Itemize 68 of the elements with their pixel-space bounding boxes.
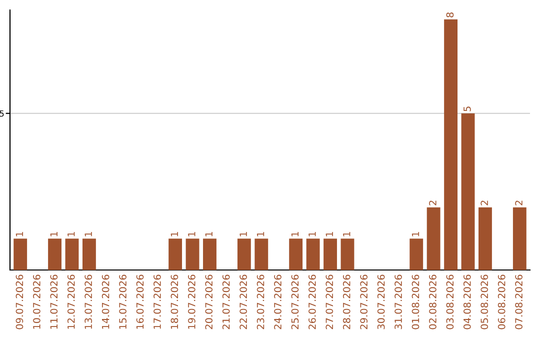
x-tick-label: 12.07.2026	[67, 274, 75, 329]
bar	[461, 113, 475, 270]
data-label: 1	[170, 232, 178, 236]
bar	[48, 238, 62, 270]
bar	[65, 238, 79, 270]
x-tick-label: 28.07.2026	[342, 274, 350, 330]
bar	[14, 238, 28, 270]
x-tick-label: 19.07.2026	[188, 274, 196, 329]
data-label: 1	[188, 232, 196, 236]
x-tick-label: 03.08.2026	[446, 274, 454, 330]
x-tick-label: 02.08.2026	[429, 274, 436, 330]
data-label: 1	[256, 232, 264, 236]
x-tick-label: 18.07.2026	[170, 274, 178, 329]
data-label: 1	[16, 232, 24, 236]
data-label: 2	[429, 200, 436, 206]
bar	[203, 238, 216, 270]
bar	[168, 238, 182, 270]
data-label: 1	[291, 232, 299, 236]
x-tick-label: 10.07.2026	[33, 274, 40, 329]
x-tick-label: 09.07.2026	[16, 274, 24, 330]
data-label: 5	[464, 106, 471, 112]
x-tick-label: 22.07.2026	[240, 274, 247, 330]
data-label: 1	[84, 232, 92, 236]
x-tick-label: 21.07.2026	[222, 274, 230, 330]
x-tick-label: 25.07.2026	[291, 274, 299, 330]
data-label: 1	[326, 232, 333, 236]
x-tick-label: 06.08.2026	[498, 274, 506, 330]
x-tick-label: 11.07.2026	[50, 274, 58, 329]
x-tick-label: 29.07.2026	[360, 274, 368, 330]
data-label: 2	[515, 200, 522, 206]
data-label: 1	[50, 232, 58, 236]
x-tick-label: 31.07.2026	[394, 274, 402, 330]
bar	[254, 238, 268, 270]
bar	[512, 207, 526, 270]
x-tick-label: 30.07.2026	[377, 274, 385, 330]
x-tick-label: 24.07.2026	[274, 274, 282, 330]
x-tick-label: 07.08.2026	[515, 274, 522, 330]
x-tick-label: 16.07.2026	[136, 274, 144, 329]
bar	[306, 238, 320, 270]
x-tick-label: 05.08.2026	[480, 274, 488, 330]
data-label: 1	[343, 232, 350, 236]
data-label: 1	[68, 232, 75, 236]
bar	[82, 238, 96, 270]
bar	[478, 207, 492, 270]
bar	[426, 207, 440, 270]
x-tick-label: 17.07.2026	[154, 274, 161, 329]
x-tick-label: 13.07.2026	[84, 274, 92, 329]
x-tick-label: 26.07.2026	[308, 274, 316, 330]
x-tick-label: 23.07.2026	[256, 274, 264, 330]
x-tick-label: 01.08.2026	[412, 274, 420, 330]
bar	[237, 238, 251, 270]
bar	[410, 238, 424, 270]
x-tick-label: 04.08.2026	[463, 274, 471, 330]
data-label: 1	[240, 232, 247, 236]
data-label: 1	[308, 232, 316, 236]
data-label: 1	[412, 232, 420, 236]
x-tick-label: 20.07.2026	[205, 274, 213, 330]
data-label: 2	[480, 200, 488, 206]
data-label: 8	[446, 12, 454, 18]
bar	[289, 238, 303, 270]
bar	[324, 238, 337, 270]
bar	[186, 238, 200, 270]
bar	[444, 19, 458, 270]
x-tick-label: 14.07.2026	[102, 274, 110, 329]
data-label: 1	[205, 232, 212, 236]
x-tick-label: 27.07.2026	[326, 274, 334, 330]
bar	[340, 238, 354, 270]
x-tick-label: 15.07.2026	[119, 274, 126, 329]
